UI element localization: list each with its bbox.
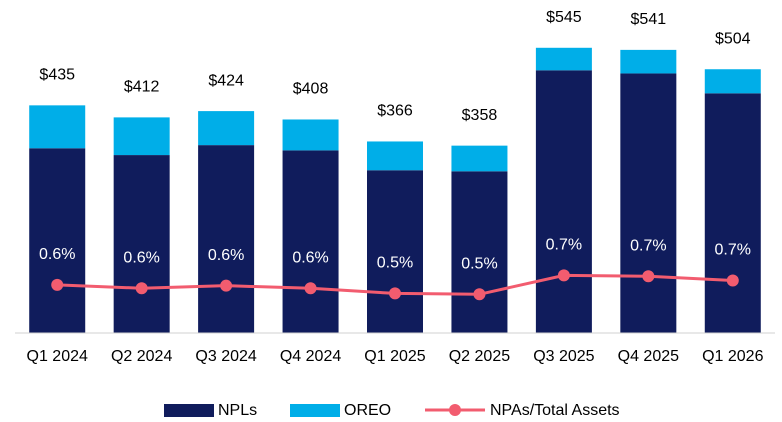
bar-segment [113, 155, 170, 333]
value-label: 0.6% [292, 249, 328, 266]
x-tick-label: Q4 2024 [280, 348, 341, 365]
line-point [642, 270, 655, 283]
x-tick-label: Q3 2024 [195, 348, 256, 365]
x-tick-label: Q1 2024 [27, 348, 88, 365]
bar-segment [704, 93, 761, 334]
line-point [220, 279, 233, 292]
value-label: 0.6% [208, 247, 244, 264]
x-tick-label: Q2 2024 [111, 348, 172, 365]
value-label: 0.7% [715, 242, 751, 259]
bar-segment [282, 119, 339, 151]
total-label: $504 [715, 30, 751, 47]
total-label: $435 [39, 67, 75, 84]
bar-segment [704, 69, 761, 94]
x-tick-label: Q1 2025 [364, 348, 425, 365]
x-tick-label: Q2 2025 [449, 348, 510, 365]
x-tick-label: Q1 2026 [702, 348, 763, 365]
line-point [304, 282, 317, 295]
legend-label: NPLs [218, 402, 257, 419]
bar-segment [620, 49, 677, 74]
value-label: 0.7% [630, 237, 666, 254]
legend-marker [449, 404, 461, 416]
bar-segment [451, 171, 508, 333]
bar-segment [113, 117, 170, 156]
legend-label: NPAs/Total Assets [490, 402, 620, 419]
bar-segment [29, 148, 86, 333]
bar-segment [198, 111, 255, 146]
line-point [389, 287, 401, 300]
bar-segment [367, 141, 423, 171]
bar-segment [451, 145, 508, 172]
value-label: 0.5% [377, 255, 413, 272]
x-tick-label: Q4 2025 [618, 348, 679, 365]
value-label: 0.7% [546, 237, 582, 254]
bar-segment [620, 73, 677, 333]
line-point [557, 269, 570, 282]
total-label: $408 [293, 81, 329, 98]
total-label: $366 [377, 103, 413, 120]
total-label: $545 [546, 9, 582, 26]
bar-segment [29, 105, 86, 149]
legend-swatch [164, 404, 214, 417]
value-label: 0.6% [39, 246, 75, 263]
legend-label: OREO [344, 402, 391, 419]
value-label: 0.5% [461, 256, 497, 273]
total-label: $412 [124, 79, 160, 96]
line-point [135, 282, 148, 295]
total-label: $541 [631, 11, 667, 28]
bar-segment [367, 170, 423, 333]
line-point [726, 274, 739, 287]
value-label: 0.6% [123, 249, 159, 266]
bar-segment [198, 145, 255, 333]
bar-segment [535, 47, 592, 71]
total-label: $424 [208, 72, 244, 89]
legend-swatch [290, 404, 340, 417]
bar-segment [282, 150, 339, 333]
line-point [51, 278, 64, 291]
x-tick-label: Q3 2025 [533, 348, 594, 365]
line-point [473, 288, 486, 301]
total-label: $358 [462, 107, 498, 124]
bar-segment [535, 70, 592, 333]
